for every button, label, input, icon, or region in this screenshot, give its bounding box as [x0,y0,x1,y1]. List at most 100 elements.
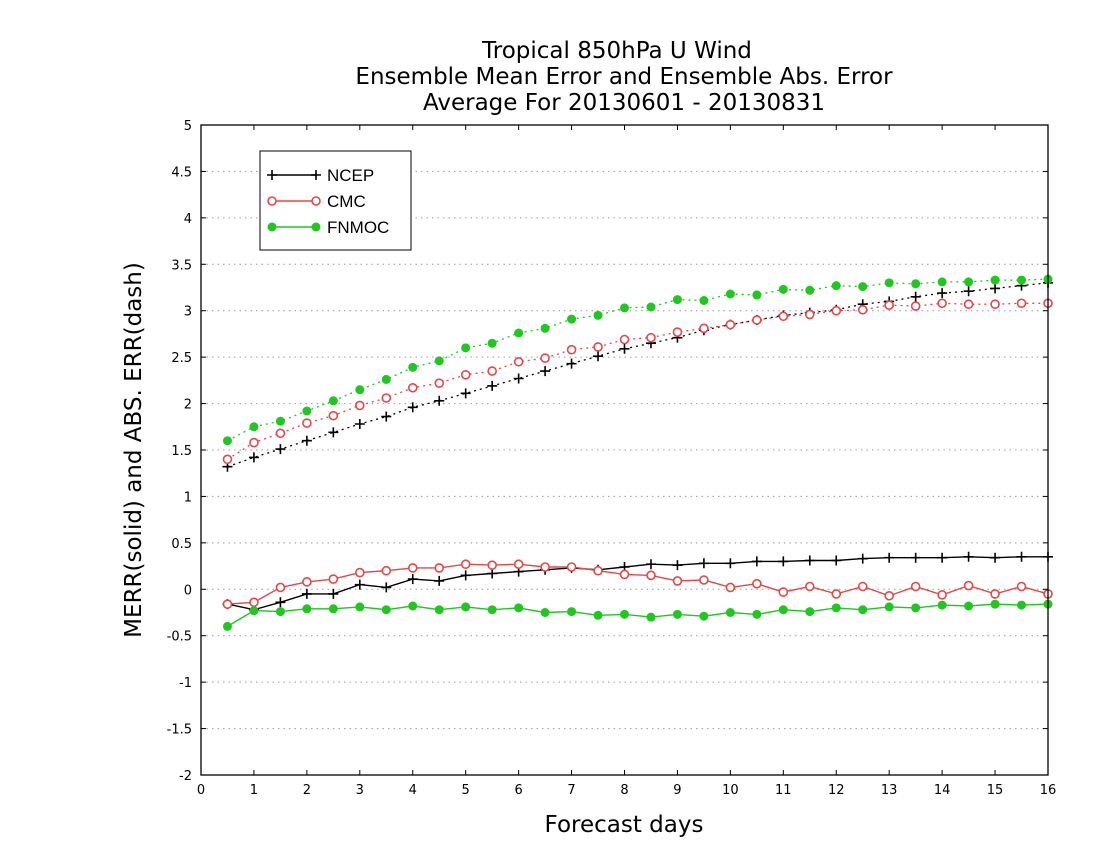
ncep-abs-err-point [566,358,577,369]
fnmoc-abs-err-point [381,374,391,384]
y-tick-label: 3 [184,305,192,320]
cmc-abs-err-point [831,305,842,316]
cmc-merr-point [831,589,842,599]
x-tick-label: 3 [356,783,364,798]
ncep-merr-point-glyph [910,552,921,563]
ncep-merr-point [275,597,286,608]
fnmoc-merr-point [222,621,232,631]
ncep-merr-point-glyph [804,555,815,566]
ncep-abs-err-line [227,282,1049,468]
ncep-merr-point-glyph [275,597,286,608]
fnmoc-abs-err-point [1017,275,1027,285]
ncep-merr-point-glyph [963,551,974,562]
fnmoc-abs-err-point [937,277,947,287]
fnmoc-merr-point [355,602,365,612]
cmc-merr-point [328,574,339,584]
y-axis-label: MERR(solid) and ABS. ERR(dash) [121,262,147,638]
cmc-merr-point [381,565,392,576]
y-tick-label: -0.5 [167,630,192,645]
ncep-abs-err-point-glyph [301,435,312,446]
y-tick-label: 2.5 [171,351,192,366]
cmc-abs-err-point [460,369,471,380]
ncep-merr-point-glyph [778,556,789,567]
ncep-merr-point-glyph [328,588,339,599]
fnmoc-abs-err-point [222,436,232,446]
cmc-merr-point [857,581,868,592]
fnmoc-abs-err-point [964,277,974,287]
x-axis-label: Forecast days [545,812,704,838]
cmc-merr-point [910,581,921,592]
ncep-abs-err-point [593,351,604,362]
plot-series [222,274,1053,631]
fnmoc-merr-point [911,603,921,613]
ncep-merr-point [301,588,312,599]
title-line-2: Ensemble Mean Error and Ensemble Abs. Er… [355,64,893,90]
x-tick-label: 5 [462,783,470,798]
cmc-abs-err-point [884,300,894,310]
fnmoc-merr-point [593,610,603,620]
fnmoc-abs-err-point [699,296,709,305]
ncep-merr-point [778,556,789,567]
fnmoc-abs-err-point [990,275,1000,285]
cmc-merr-point [222,599,233,609]
y-tick-label: 1.5 [171,444,192,459]
cmc-merr-point [513,559,524,570]
fnmoc-merr-point [725,608,735,617]
y-tick-label: 4 [184,212,192,227]
y-tick-label: 3.5 [171,258,192,273]
ncep-abs-err-point [354,419,365,429]
fnmoc-abs-err-point [620,303,629,313]
fnmoc-merr-point [540,608,550,617]
cmc-merr-point [619,569,630,580]
x-tick-label: 12 [828,783,845,798]
ncep-merr-point [328,588,339,599]
fnmoc-abs-err-point [567,314,577,324]
ncep-abs-err-point-glyph [248,452,259,463]
ncep-merr-point-glyph [672,560,683,571]
ncep-merr-point-glyph [857,553,868,564]
fnmoc-merr-point [778,605,788,615]
fnmoc-merr-point [858,605,868,615]
cmc-merr-point [778,587,789,597]
x-tick-label: 15 [987,783,1004,798]
cmc-abs-err-point [302,418,312,428]
y-tick-label: 2 [184,398,192,413]
fnmoc-abs-err-point [725,289,735,299]
x-tick-label: 8 [620,783,628,798]
ncep-merr-point-glyph [1016,551,1027,562]
y-tick-label: -2 [179,769,192,784]
fnmoc-merr-point [884,602,894,612]
ncep-abs-err-point-glyph [990,283,1001,294]
cmc-abs-err-point [222,454,233,465]
ncep-abs-err-point-glyph [937,288,948,299]
title-line-3: Average For 20130601 - 20130831 [423,90,825,116]
cmc-series [222,298,1053,609]
ncep-abs-err-point-glyph [910,291,921,302]
cmc-merr-point [434,563,445,573]
cmc-merr-point [804,581,815,592]
cmc-abs-err-point [275,428,286,439]
ncep-merr-point [698,558,709,569]
x-tick-label: 0 [197,783,205,798]
ncep-abs-err-point-glyph [328,427,339,438]
fnmoc-merr-point [1017,600,1027,610]
cmc-abs-err-point [513,356,524,367]
cmc-merr-point [1016,581,1027,592]
ncep-abs-err-point-glyph [407,402,418,413]
ncep-merr-point-glyph [937,552,948,563]
ncep-merr-point-glyph [354,579,365,590]
x-tick-label: 7 [567,783,575,798]
fnmoc-merr-point [699,611,709,621]
cmc-abs-err-point [963,299,974,310]
ncep-abs-err-point [460,388,471,399]
cmc-merr-point [699,575,709,585]
fnmoc-abs-err-point [461,343,471,353]
ncep-abs-err-point [619,343,630,354]
ncep-abs-err-point-glyph [381,411,392,422]
ncep-abs-err-point-glyph [593,351,604,362]
cmc-abs-err-point [487,366,497,376]
fnmoc-merr-point [937,600,947,610]
fnmoc-merr-point [275,607,285,617]
ncep-merr-point-glyph [460,570,471,581]
